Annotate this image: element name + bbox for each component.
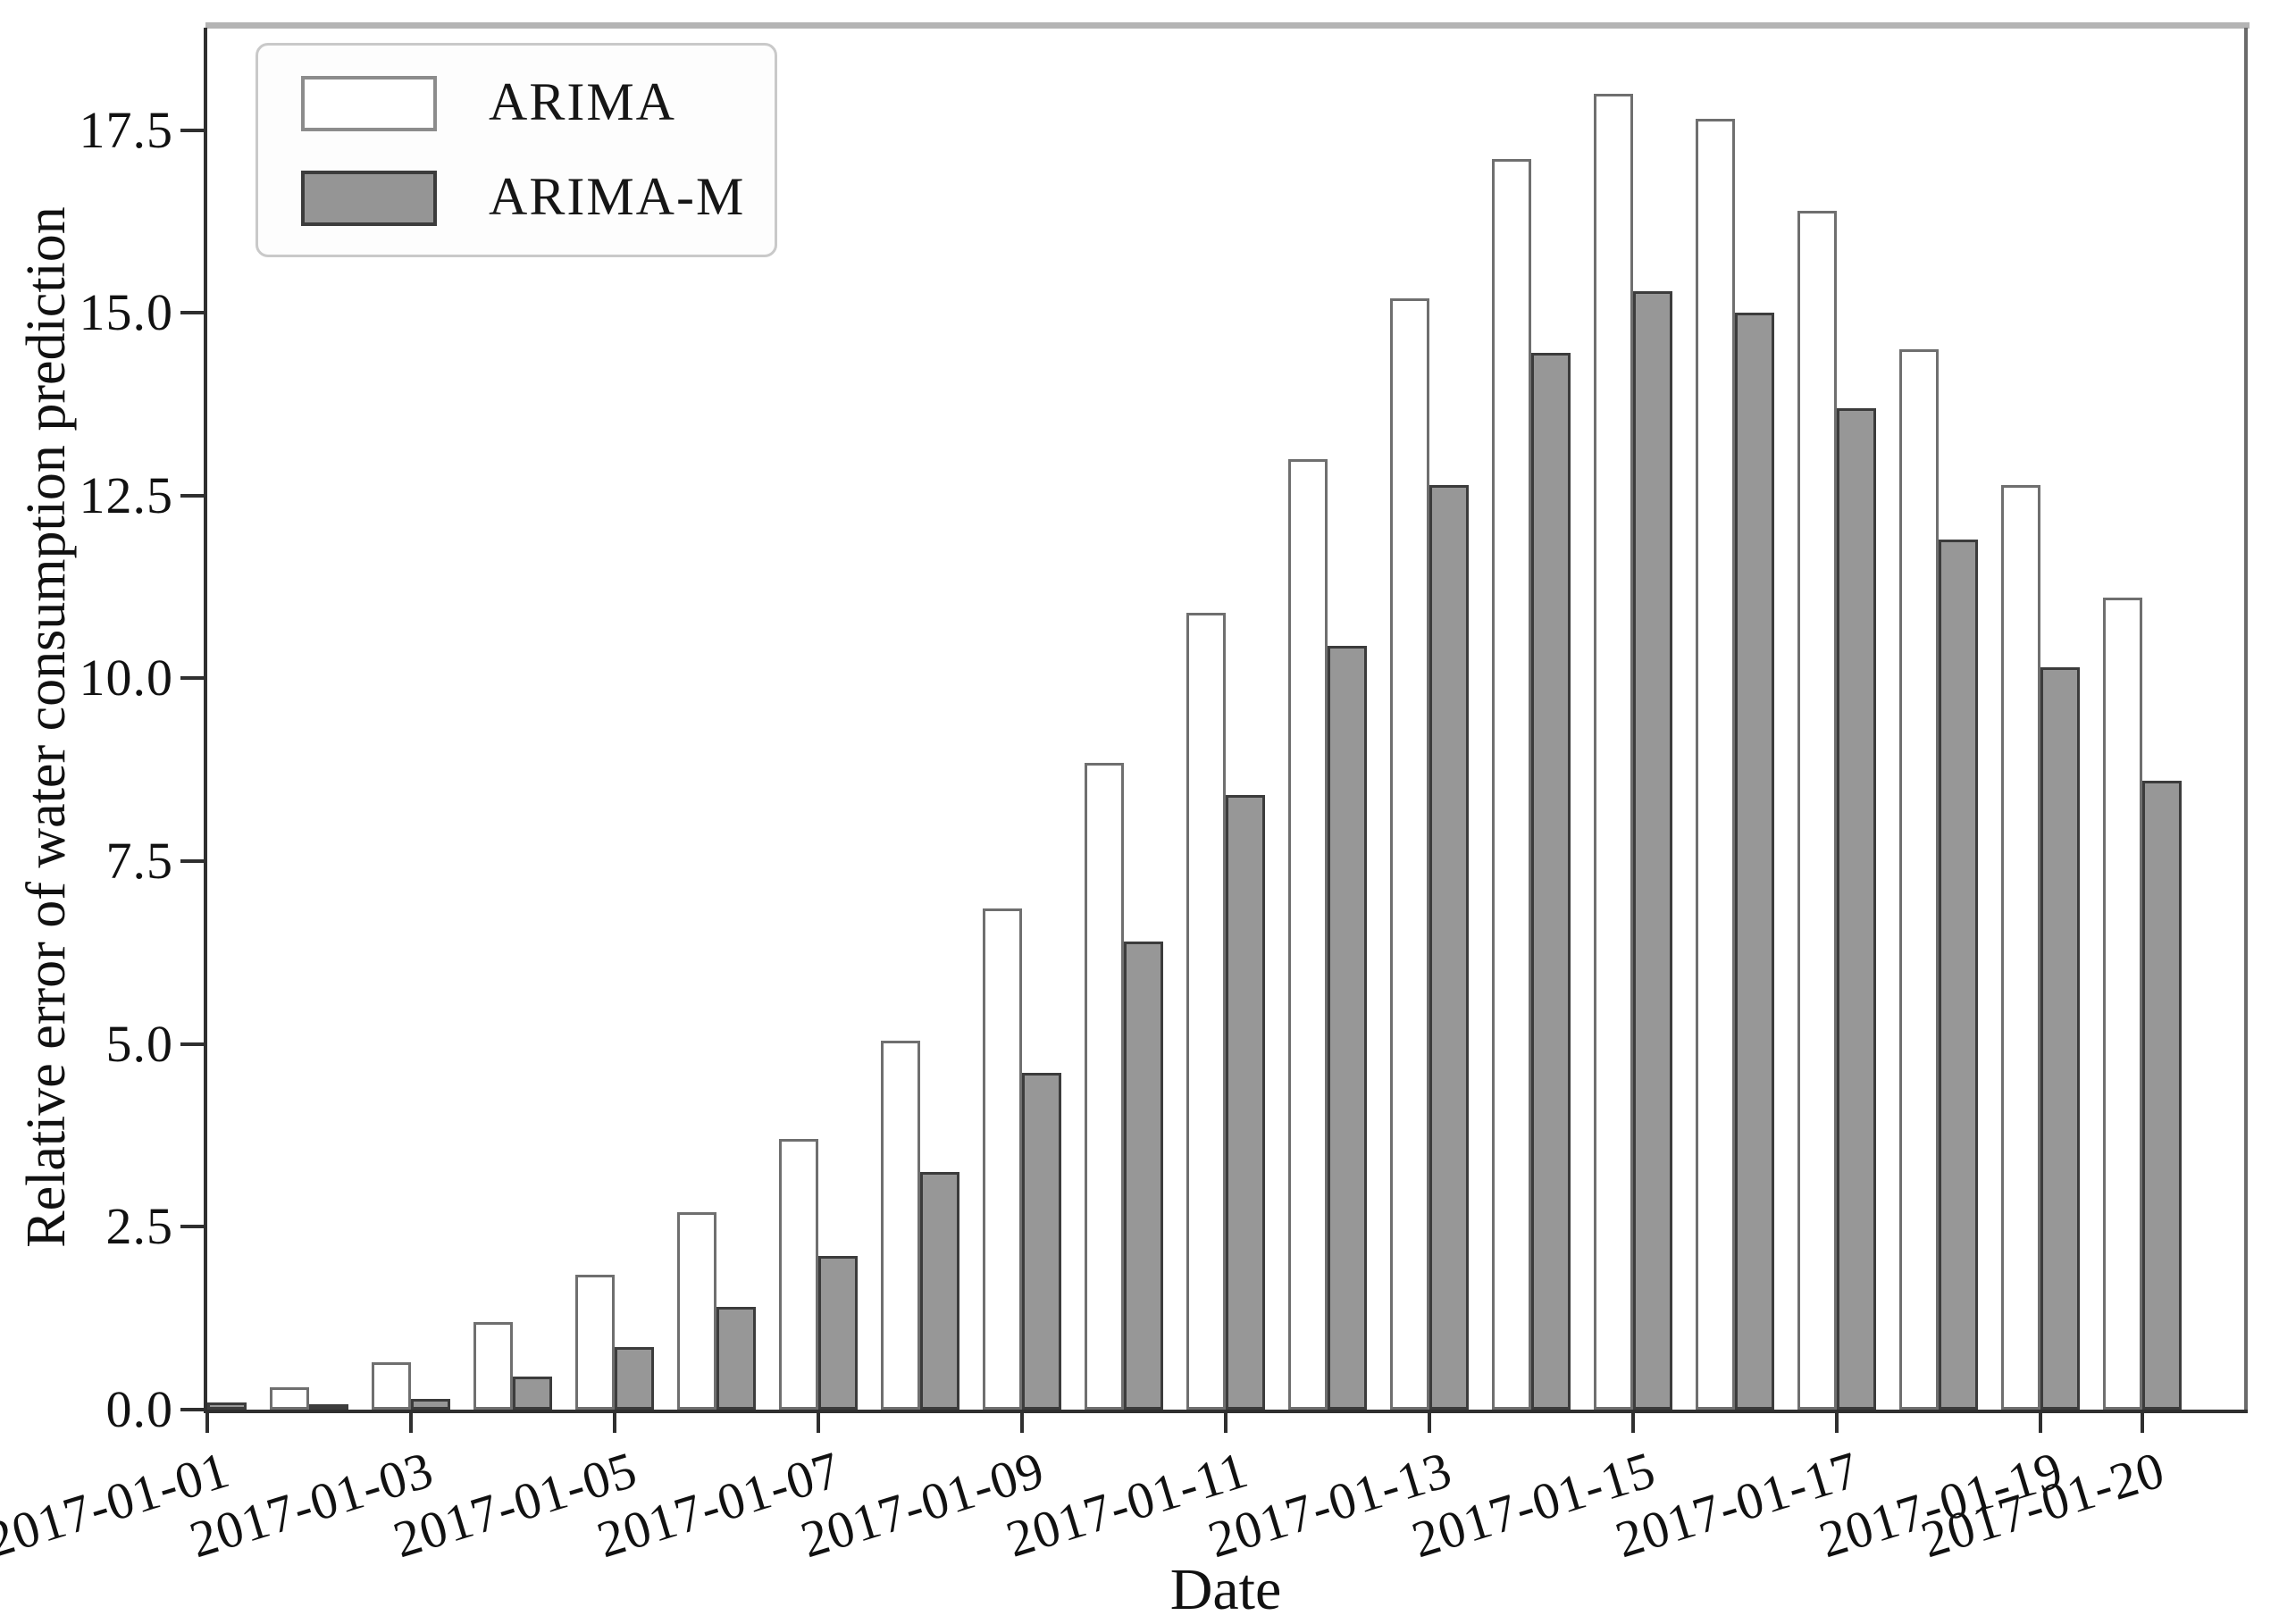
y-tick-label-2.5: 2.5: [105, 1197, 173, 1255]
y-tick-label-7.5: 7.5: [105, 832, 173, 890]
x-tick-mark-2017-01-15: [1631, 1410, 1635, 1433]
bar-arima-2017-01-13: [1390, 298, 1429, 1410]
x-axis-title: Date: [1169, 1557, 1282, 1622]
bar-arima-m-2017-01-06: [716, 1307, 756, 1410]
y-tick-mark-17.5: [180, 129, 204, 132]
x-tick-mark-2017-01-17: [1835, 1410, 1839, 1433]
y-tick-mark-0: [180, 1408, 204, 1411]
bar-arima-m-2017-01-08: [920, 1172, 959, 1410]
y-tick-label-17.5: 17.5: [79, 101, 173, 159]
legend-box: ARIMA ARIMA-M: [256, 43, 777, 257]
bar-arima-m-2017-01-19: [2040, 667, 2080, 1410]
x-tick-mark-2017-01-20: [2141, 1410, 2144, 1433]
y-tick-mark-2.5: [180, 1225, 204, 1228]
x-tick-mark-2017-01-09: [1020, 1410, 1024, 1433]
bar-arima-m-2017-01-11: [1226, 795, 1265, 1410]
bar-arima-m-2017-01-13: [1429, 485, 1469, 1410]
legend-swatch-arima-m: [301, 171, 437, 226]
bar-arima-m-2017-01-05: [615, 1347, 654, 1410]
x-tick-mark-2017-01-11: [1224, 1410, 1227, 1433]
bar-arima-2017-01-10: [1085, 763, 1124, 1410]
x-tick-mark-2017-01-05: [613, 1410, 616, 1433]
bar-arima-m-2017-01-01: [207, 1402, 247, 1410]
bar-arima-2017-01-18: [1899, 349, 1939, 1410]
bar-arima-m-2017-01-17: [1837, 408, 1876, 1410]
y-tick-mark-10: [180, 676, 204, 680]
plot-area: [207, 28, 2244, 1410]
bar-arima-2017-01-03: [372, 1362, 411, 1410]
axis-spine-left: [204, 28, 207, 1413]
bar-arima-m-2017-01-16: [1735, 313, 1774, 1410]
bar-arima-2017-01-16: [1696, 119, 1735, 1410]
y-tick-mark-7.5: [180, 859, 204, 863]
bar-arima-2017-01-05: [575, 1275, 615, 1410]
bar-arima-2017-01-12: [1288, 459, 1328, 1410]
y-tick-mark-5: [180, 1042, 204, 1046]
axis-spine-top: [205, 22, 2250, 29]
bar-arima-m-2017-01-02: [309, 1404, 348, 1410]
bar-arima-2017-01-08: [881, 1041, 920, 1410]
x-tick-mark-2017-01-07: [817, 1410, 820, 1433]
legend-label-arima-m: ARIMA-M: [489, 167, 746, 226]
bar-arima-m-2017-01-07: [818, 1256, 858, 1410]
y-tick-label-15: 15.0: [79, 283, 173, 341]
x-tick-mark-2017-01-13: [1428, 1410, 1431, 1433]
y-tick-mark-15: [180, 311, 204, 314]
bar-arima-2017-01-02: [270, 1387, 309, 1410]
bar-arima-2017-01-07: [779, 1139, 818, 1410]
y-tick-label-10: 10.0: [79, 649, 173, 707]
x-tick-mark-2017-01-01: [205, 1410, 209, 1433]
bar-arima-2017-01-11: [1186, 613, 1226, 1410]
bar-arima-2017-01-14: [1492, 159, 1531, 1410]
bar-arima-m-2017-01-03: [411, 1399, 450, 1410]
bar-arima-m-2017-01-09: [1022, 1073, 1061, 1410]
y-tick-label-12.5: 12.5: [79, 466, 173, 524]
bar-arima-2017-01-09: [983, 908, 1022, 1410]
bar-arima-m-2017-01-12: [1328, 646, 1367, 1410]
bar-arima-m-2017-01-18: [1939, 540, 1978, 1410]
y-tick-label-0: 0.0: [105, 1380, 173, 1438]
bar-arima-2017-01-17: [1797, 211, 1837, 1410]
x-tick-mark-2017-01-03: [409, 1410, 413, 1433]
bar-arima-m-2017-01-20: [2142, 781, 2182, 1410]
axis-spine-right: [2244, 28, 2248, 1413]
y-tick-label-5: 5.0: [105, 1015, 173, 1073]
bar-arima-m-2017-01-10: [1124, 942, 1163, 1410]
bar-arima-2017-01-04: [473, 1322, 513, 1410]
y-tick-mark-12.5: [180, 494, 204, 498]
bar-arima-2017-01-19: [2001, 485, 2040, 1410]
x-tick-mark-2017-01-19: [2039, 1410, 2042, 1433]
bar-arima-2017-01-15: [1594, 94, 1633, 1410]
bar-arima-2017-01-20: [2103, 598, 2142, 1410]
bar-arima-2017-01-06: [677, 1212, 716, 1410]
bar-arima-m-2017-01-04: [513, 1377, 552, 1410]
bar-arima-m-2017-01-14: [1531, 353, 1571, 1410]
legend-swatch-arima: [301, 76, 437, 131]
bar-arima-m-2017-01-15: [1633, 291, 1672, 1410]
legend-label-arima: ARIMA: [489, 72, 677, 131]
